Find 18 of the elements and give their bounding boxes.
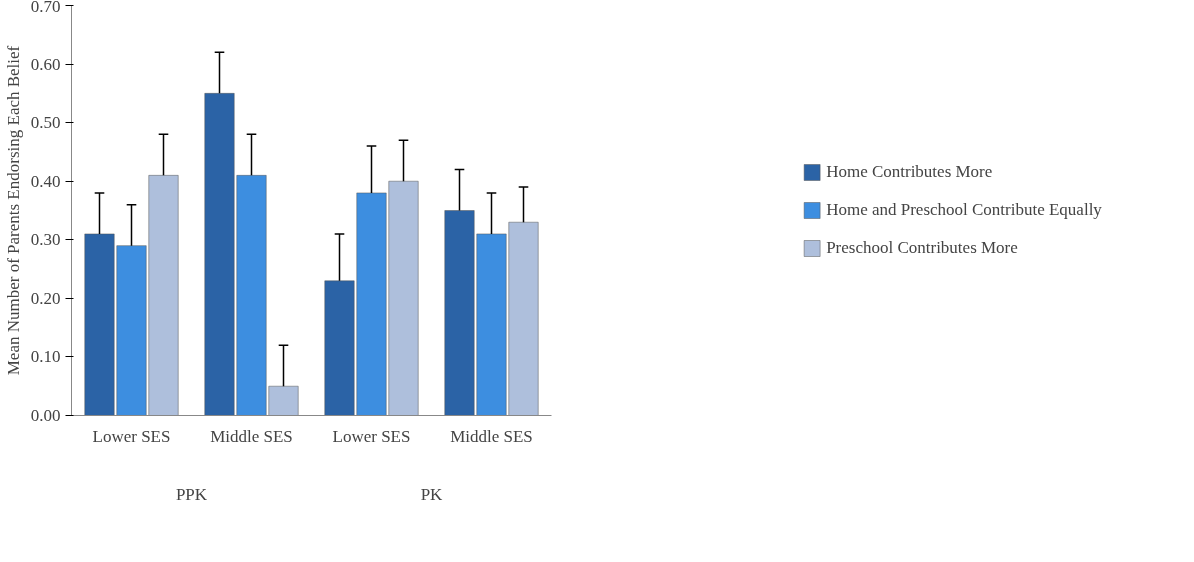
y-tick-label: 0.10 [30,347,61,367]
y-tick-label: 0.70 [30,0,61,16]
legend-label: Home Contributes More [826,162,993,182]
y-tick-label: 0.40 [30,171,61,191]
x-tick-label: Lower SES [92,426,171,446]
y-tick-label: 0.30 [30,230,61,250]
y-axis-title: Mean Number of Parents Endorsing Each Belief [3,45,23,376]
legend-label: Preschool Contributes More [826,238,1018,258]
y-tick-label: 0.60 [30,54,61,74]
x-tick-label: Middle SES [450,426,533,446]
text: PK [420,484,444,504]
text: PPK [175,484,208,504]
y-tick-label: 0.20 [30,288,61,308]
x-tick-label: Lower SES [332,426,411,446]
y-tick-label: 0.50 [30,113,61,133]
legend-label: Home and Preschool Contribute Equally [826,200,1102,220]
y-tick-label: 0.00 [30,406,61,425]
x-tick-label: Middle SES [210,426,293,446]
